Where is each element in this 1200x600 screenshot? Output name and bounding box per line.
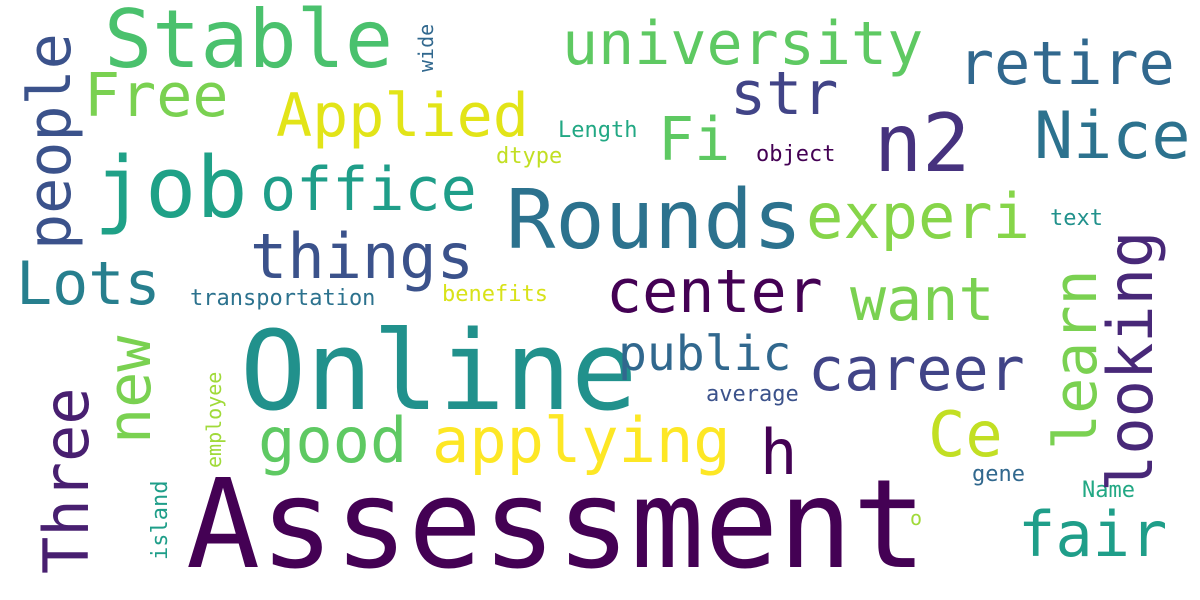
word-wide: wide <box>414 23 438 72</box>
word-applied: Applied <box>276 81 529 151</box>
word-assessment: Assessment <box>186 454 927 597</box>
word-three: Three <box>30 387 103 574</box>
word-free: Free <box>84 61 229 131</box>
word-nice: Nice <box>1034 99 1191 174</box>
word-things: things <box>250 220 474 293</box>
word-transportation: transportation <box>190 286 376 311</box>
word-retire: retire <box>958 29 1175 99</box>
word-stable: Stable <box>104 0 393 86</box>
word-job: job <box>94 139 248 238</box>
word-good: good <box>258 404 408 477</box>
word-new: new <box>95 335 165 444</box>
word-fi: Fi <box>658 105 731 175</box>
word-online: Online <box>240 307 638 435</box>
word-looking: looking <box>1094 230 1167 492</box>
word-rounds: Rounds <box>506 173 803 268</box>
word-text: text <box>1050 206 1103 231</box>
word-want: want <box>850 265 995 335</box>
word-office: office <box>260 155 477 225</box>
word-h: h <box>760 416 798 489</box>
word-str: str <box>730 59 839 129</box>
word-people: people <box>15 33 85 250</box>
word-gene: gene <box>972 462 1025 487</box>
word-average: average <box>706 382 799 407</box>
word-experi: experi <box>806 180 1030 253</box>
word-center: center <box>606 257 823 327</box>
word-fair: fair <box>1018 498 1168 571</box>
word-benefits: benefits <box>442 282 548 307</box>
word-career: career <box>808 335 1025 405</box>
word-name: Name <box>1082 478 1135 503</box>
word-ce: Ce <box>928 398 1003 471</box>
word-n2: n2 <box>874 97 971 190</box>
word-university: university <box>562 9 924 79</box>
word-length: Length <box>558 118 638 143</box>
word-applying: applying <box>432 404 731 477</box>
word-island: island <box>148 480 173 560</box>
word-object: object <box>756 142 836 167</box>
word-lots: Lots <box>16 249 161 319</box>
word-public: public <box>618 326 792 382</box>
word-employee: employee <box>202 371 226 468</box>
word-dtype: dtype <box>496 144 563 169</box>
word-o: o <box>910 506 923 530</box>
